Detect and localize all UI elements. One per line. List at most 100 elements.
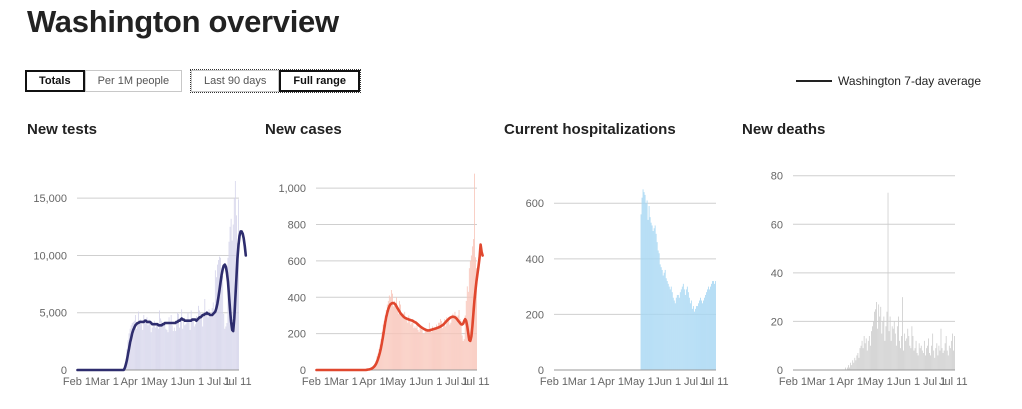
new-tests-bar — [225, 326, 227, 370]
new-deaths-bar — [853, 362, 855, 370]
new-tests-bar — [142, 329, 144, 370]
hospitalizations-bar — [687, 292, 689, 370]
new-cases-bar — [407, 322, 409, 370]
hospitalizations-bar — [665, 278, 667, 370]
new-tests-bar — [188, 320, 190, 370]
totals-button[interactable]: Totals — [25, 70, 85, 92]
new-tests-bar — [224, 328, 226, 370]
new-tests-bar — [158, 328, 159, 370]
new-tests-bar — [211, 308, 213, 370]
new-tests-bar — [172, 331, 174, 370]
new-cases-bar — [442, 328, 444, 370]
hospitalizations-x-tick-label: May 1 — [624, 376, 654, 388]
last-90-days-button[interactable]: Last 90 days — [191, 70, 280, 92]
new-tests-bar — [173, 327, 175, 370]
new-tests-bar — [156, 323, 157, 370]
new-deaths-bar — [882, 321, 884, 370]
new-deaths-bar — [912, 336, 914, 370]
new-deaths-bar — [940, 328, 942, 370]
new-cases-bar — [452, 313, 454, 370]
new-deaths-bar — [909, 345, 911, 370]
hospitalizations-bar — [673, 300, 675, 370]
new-tests-bar — [177, 312, 178, 370]
new-cases-bar — [429, 328, 431, 370]
new-cases-bar — [435, 328, 436, 370]
new-tests-bar — [166, 329, 168, 370]
new-cases-bar — [463, 339, 465, 370]
new-cases-bar — [391, 293, 393, 370]
new-deaths-bar — [911, 326, 913, 370]
new-deaths-bar — [874, 311, 875, 370]
new-cases-bar — [453, 317, 455, 370]
new-cases-bar — [459, 319, 461, 370]
new-cases-bar — [382, 324, 384, 370]
new-deaths-bar — [881, 333, 883, 370]
new-cases-bar — [475, 257, 476, 370]
new-cases-bar — [410, 324, 412, 370]
new-cases-bar — [385, 310, 387, 370]
hospitalizations-bar — [657, 250, 659, 370]
hospitalizations-title: Current hospitalizations — [504, 121, 676, 138]
new-deaths-title: New deaths — [742, 121, 826, 138]
new-cases-bar — [419, 328, 421, 370]
new-deaths-bar — [942, 353, 944, 370]
new-deaths-bar — [949, 348, 951, 370]
hospitalizations-x-tick-label: Jul 11 — [700, 376, 729, 388]
new-tests-y-tick-label: 15,000 — [33, 193, 67, 205]
hospitalizations-bar — [696, 306, 698, 370]
new-deaths-bar — [938, 345, 940, 370]
new-cases-bar — [449, 324, 451, 370]
new-cases-y-tick-label: 400 — [288, 292, 306, 304]
hospitalizations-bar — [698, 300, 700, 370]
new-cases-bar — [434, 330, 435, 370]
new-cases-bar — [402, 315, 404, 370]
new-tests-bar — [200, 312, 202, 370]
hospitalizations-bar — [655, 233, 657, 370]
new-cases-bar — [439, 322, 440, 370]
new-tests-bar — [222, 276, 224, 370]
new-tests-bar — [232, 224, 234, 370]
hospitalizations-bar — [663, 272, 665, 370]
new-cases-bar — [405, 317, 407, 370]
hospitalizations-bar — [654, 225, 656, 370]
new-cases-bar — [433, 328, 434, 370]
new-deaths-bar — [922, 353, 924, 370]
new-tests-bar — [186, 320, 188, 370]
hospitalizations-x-tick-label: Apr 1 — [598, 376, 624, 388]
hospitalizations-bar — [701, 300, 702, 370]
new-cases-bar — [416, 322, 418, 370]
new-deaths-bar — [878, 304, 880, 370]
new-tests-bar — [171, 325, 173, 370]
new-cases-bar — [399, 300, 400, 370]
new-deaths-bar — [943, 350, 945, 370]
hospitalizations-bar — [645, 203, 647, 370]
new-tests-bar — [233, 198, 235, 370]
new-deaths-bar — [872, 326, 873, 370]
new-deaths-bar — [866, 350, 868, 370]
new-cases-x-tick-label: Jun 1 — [415, 376, 442, 388]
page-title: Washington overview — [27, 4, 339, 39]
hospitalizations-bar — [702, 303, 703, 370]
per-million-button[interactable]: Per 1M people — [84, 70, 183, 92]
new-tests-bar — [219, 256, 220, 370]
new-cases-bar — [446, 317, 448, 370]
hospitalizations-bar — [710, 286, 711, 370]
new-cases-bar — [398, 313, 399, 370]
new-tests-bar — [140, 319, 142, 370]
new-deaths-bar — [880, 306, 882, 370]
new-cases-bar — [438, 322, 439, 370]
hospitalizations-bar — [708, 286, 709, 370]
new-cases-bar — [456, 319, 458, 370]
new-deaths-bar — [894, 333, 896, 370]
new-tests-bar — [220, 257, 221, 370]
new-tests-bar — [162, 323, 164, 370]
hospitalizations-bar — [660, 267, 662, 370]
full-range-button[interactable]: Full range — [279, 70, 360, 92]
hospitalizations-bar — [694, 308, 696, 370]
new-deaths-bar — [848, 365, 849, 370]
hospitalizations-bar — [676, 294, 678, 370]
new-deaths-bar — [919, 348, 921, 370]
new-cases-x-tick-label: Jul 11 — [461, 376, 490, 388]
hospitalizations-bar — [652, 231, 654, 370]
